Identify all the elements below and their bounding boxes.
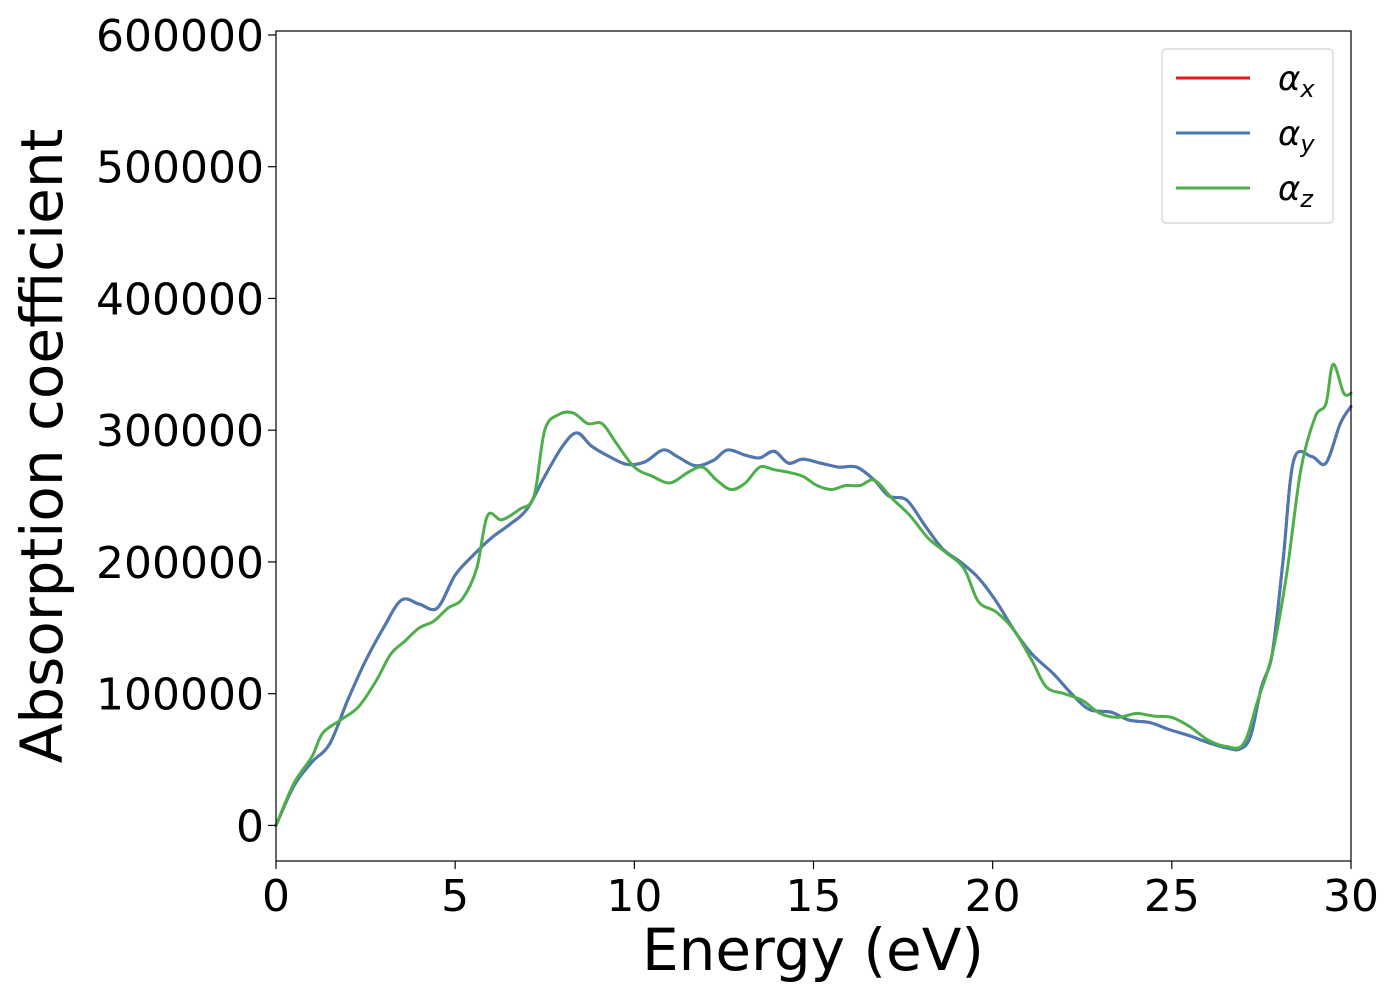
x-tick-label: 0 bbox=[262, 871, 290, 922]
legend-label-alpha-x: αx bbox=[1278, 59, 1315, 103]
y-tick-label: 300000 bbox=[96, 406, 264, 457]
legend-box bbox=[1161, 48, 1334, 224]
y-axis-label: Absorption coefficient bbox=[8, 129, 76, 764]
x-tick-label: 30 bbox=[1323, 871, 1379, 922]
series-line-alpha-z bbox=[274, 362, 1353, 827]
y-tick-label: 200000 bbox=[96, 538, 264, 589]
ticks-layer: 0 5 10 15 20 25 30 0 100000 200000 300000 400000 500… bbox=[96, 11, 1379, 922]
legend-label-alpha-z: αz bbox=[1278, 169, 1314, 213]
x-axis-label: Energy (eV) bbox=[642, 916, 984, 984]
x-tick-label: 5 bbox=[441, 871, 469, 922]
x-tick-label: 10 bbox=[606, 871, 662, 922]
legend-label-alpha-y: αy bbox=[1278, 114, 1315, 158]
y-tick-label: 500000 bbox=[96, 143, 264, 194]
series-layer bbox=[274, 362, 1353, 827]
legend: αx αy αz bbox=[1161, 48, 1334, 224]
y-tick-label: 400000 bbox=[96, 274, 264, 325]
y-tick-label: 0 bbox=[236, 801, 264, 852]
y-tick-label: 600000 bbox=[96, 11, 264, 62]
y-tick-label: 100000 bbox=[96, 670, 264, 721]
x-tick-label: 20 bbox=[965, 871, 1021, 922]
x-tick-label: 15 bbox=[786, 871, 842, 922]
x-tick-label: 25 bbox=[1144, 871, 1200, 922]
